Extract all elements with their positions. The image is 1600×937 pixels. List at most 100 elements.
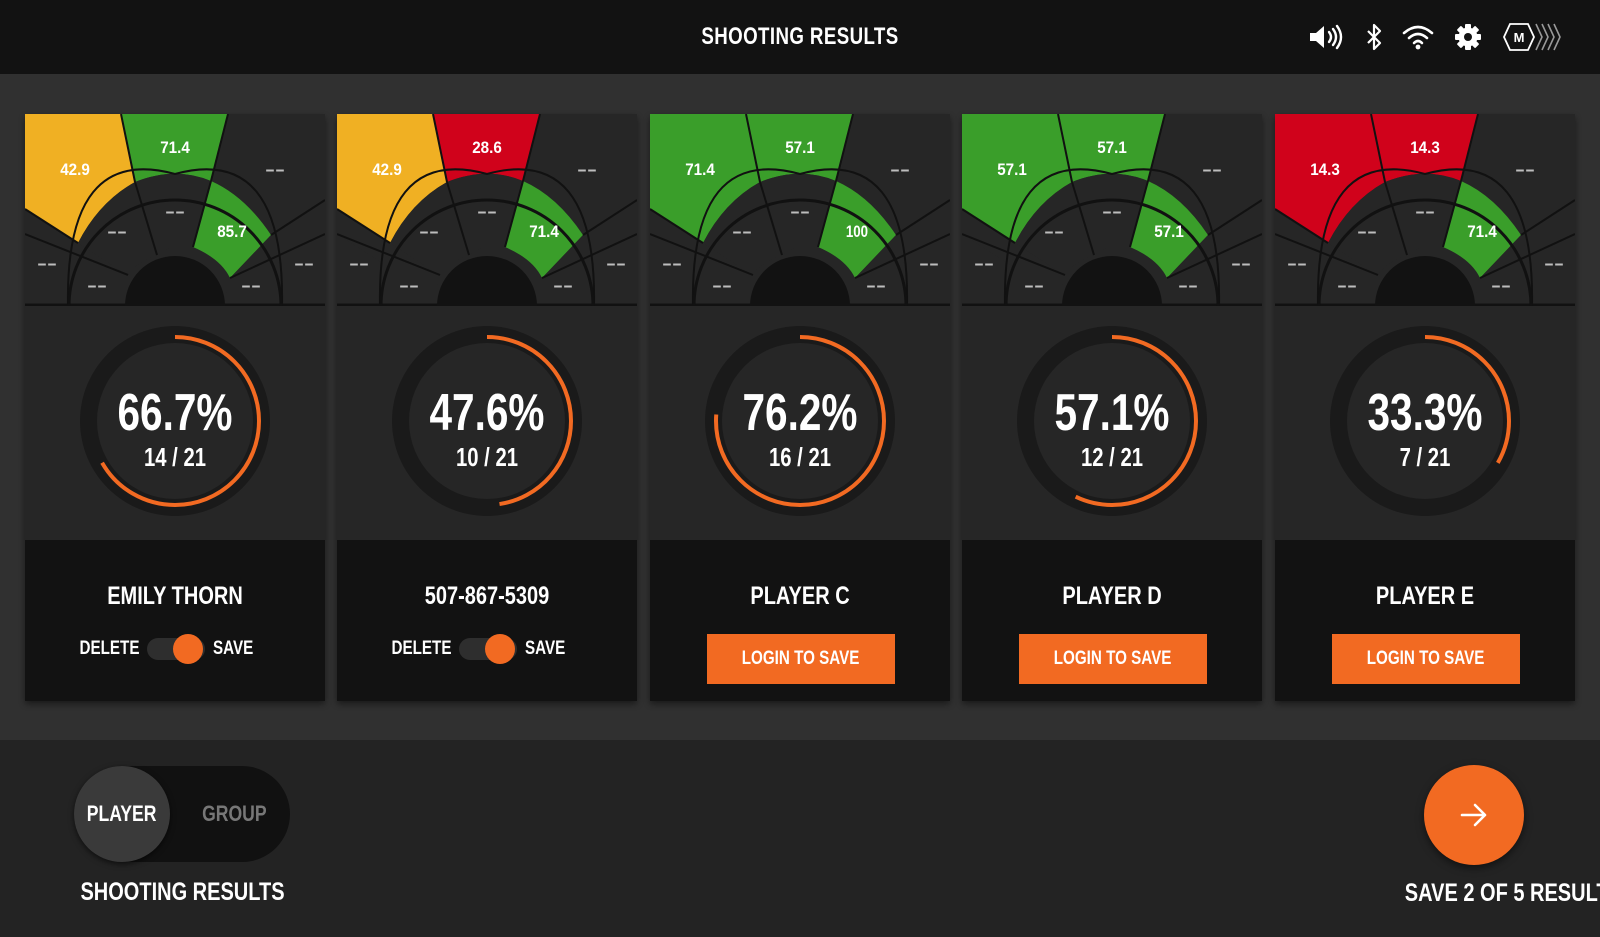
zone-label: -- [606, 254, 626, 273]
save-label[interactable]: SAVE [525, 638, 566, 659]
zone-label: -- [712, 276, 732, 295]
court-line [378, 168, 596, 306]
zone-label: -- [919, 254, 939, 273]
court-line [1275, 233, 1379, 276]
progress-arc [89, 335, 261, 507]
court-line [895, 199, 950, 236]
arrow-right-icon [1460, 803, 1487, 827]
court-line [1275, 208, 1329, 244]
zone-top-three [121, 114, 228, 182]
save-delete-toggle[interactable]: DELETE SAVE [25, 632, 325, 666]
mode-caption: SHOOTING RESULTS [80, 878, 285, 906]
zone-label: -- [577, 160, 597, 179]
zone-label: -- [866, 276, 886, 295]
login-to-save-button[interactable]: LOGIN TO SAVE [1332, 634, 1520, 684]
player-card: -- 14.3 14.3 -- -- -- -- 71.4 -- -- 33.3% 7 / 21 PLA… [1275, 114, 1575, 701]
shooting-percentage: 66.7% [117, 384, 233, 442]
mode-option-group[interactable]: GROUP [192, 766, 276, 862]
zone-wing-right [1148, 114, 1262, 235]
card-footer: 507-867-5309 DELETE SAVE [337, 540, 637, 701]
court-line [1442, 180, 1462, 248]
toggle-knob[interactable] [173, 634, 203, 664]
zone-wing-left [650, 114, 760, 243]
zone-mid-left [1328, 182, 1407, 275]
court-line [337, 208, 391, 244]
shooting-percentage: 57.1% [1054, 384, 1170, 442]
zone-mid-top [760, 173, 836, 255]
zone-label: -- [265, 160, 285, 179]
zone-mid-right [818, 181, 896, 278]
login-to-save-button[interactable]: LOGIN TO SAVE [707, 634, 895, 684]
zone-wing-left [337, 114, 447, 243]
view-mode-toggle[interactable]: PLAYER GROUP [74, 766, 290, 862]
zone-mid-right [1130, 181, 1208, 278]
shots-made-fraction: 14 / 21 [143, 442, 207, 472]
shots-made-fraction: 10 / 21 [455, 442, 519, 472]
save-label[interactable]: SAVE [213, 638, 254, 659]
court-line [650, 208, 704, 244]
shot-zone-chart: -- 71.4 57.1 -- -- -- -- 100 -- -- [650, 114, 950, 306]
volume-icon[interactable] [1308, 23, 1346, 51]
court-line [962, 208, 1016, 244]
shooting-percentage: 33.3% [1367, 384, 1483, 442]
mode-option-player-label: PLAYER [87, 801, 157, 826]
zone-label: 28.6 [472, 138, 502, 157]
court-line [817, 180, 837, 248]
save-count-label: SAVE 2 OF 5 RESULTS [1404, 879, 1600, 907]
court-line [1207, 199, 1262, 236]
zone-label: -- [1178, 276, 1198, 295]
status-icons: M [1308, 20, 1564, 54]
court-line [650, 233, 754, 276]
shooting-gauge: 66.7% 14 / 21 [25, 306, 325, 540]
player-name: 507-867-5309 [424, 582, 550, 610]
zone-label: -- [1044, 222, 1064, 241]
zone-label: 42.9 [60, 160, 90, 179]
delete-label[interactable]: DELETE [391, 638, 452, 659]
court-line [759, 181, 783, 256]
next-button[interactable] [1424, 765, 1524, 865]
ring-center [722, 343, 878, 499]
three-point-arc [379, 198, 595, 306]
shooting-gauge: 57.1% 12 / 21 [962, 306, 1262, 540]
progress-ring [1017, 326, 1207, 516]
gear-icon[interactable] [1454, 23, 1482, 51]
court-line [1129, 180, 1149, 248]
login-to-save-button[interactable]: LOGIN TO SAVE [1019, 634, 1207, 684]
player-name: PLAYER C [750, 582, 850, 610]
court-line [25, 208, 79, 244]
zone-wing-right [1461, 114, 1575, 235]
mode-option-player[interactable]: PLAYER [74, 766, 170, 862]
zone-label: -- [553, 276, 573, 295]
player-name: PLAYER D [1062, 582, 1162, 610]
shooting-gauge: 33.3% 7 / 21 [1275, 306, 1575, 540]
three-point-arc [67, 198, 283, 306]
zone-label: -- [662, 254, 682, 273]
player-card: -- 42.9 28.6 -- -- -- -- 71.4 -- -- 47.6% 10 / 21 50… [337, 114, 637, 701]
card-footer: PLAYER C LOGIN TO SAVE [650, 540, 950, 701]
top-bar: SHOOTING RESULTS [0, 0, 1600, 74]
save-delete-toggle[interactable]: DELETE SAVE [337, 632, 637, 666]
delete-label[interactable]: DELETE [79, 638, 140, 659]
card-footer: PLAYER E LOGIN TO SAVE [1275, 540, 1575, 701]
toggle-knob[interactable] [485, 634, 515, 664]
zone-label: -- [349, 254, 369, 273]
zone-label: -- [87, 276, 107, 295]
three-point-arc [1004, 198, 1220, 306]
shooting-gauge: 76.2% 16 / 21 [650, 306, 950, 540]
ring-center [1034, 343, 1190, 499]
mode-option-group-label: GROUP [201, 801, 267, 826]
paint-area [437, 256, 537, 306]
card-footer: PLAYER D LOGIN TO SAVE [962, 540, 1262, 701]
zone-mid-top [1072, 173, 1148, 255]
zone-mid-right [505, 181, 583, 278]
zone-label: -- [790, 202, 810, 221]
bluetooth-icon[interactable] [1366, 23, 1382, 51]
zone-label: -- [241, 276, 261, 295]
zone-base-left [68, 243, 127, 306]
court-line [541, 233, 637, 279]
wifi-icon[interactable] [1402, 24, 1434, 50]
progress-arc [401, 335, 573, 507]
zone-label: -- [1024, 276, 1044, 295]
court-line [854, 233, 950, 279]
court-line [1003, 168, 1221, 306]
